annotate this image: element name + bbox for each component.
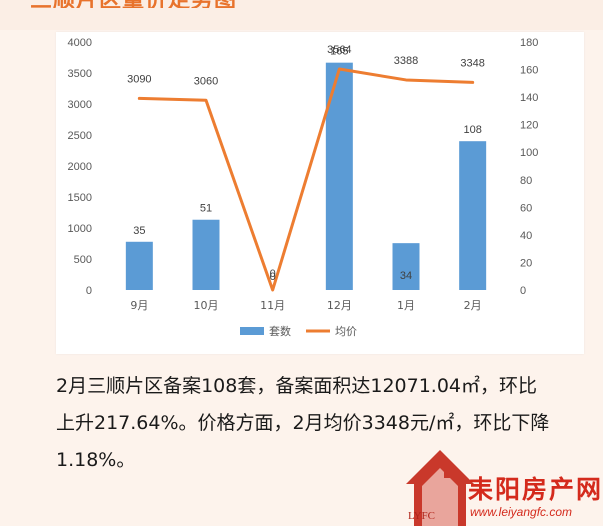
line-data-label: 0 bbox=[270, 268, 276, 280]
right-axis-tick-label: 140 bbox=[520, 92, 538, 104]
left-axis-tick-label: 3000 bbox=[68, 99, 92, 111]
x-axis-category-label: 2月 bbox=[464, 299, 482, 312]
summary-line-1: 2月三顺片区备案108套，备案面积达12071.04㎡，环比 bbox=[56, 375, 538, 397]
summary-text: 2月三顺片区备案108套，备案面积达12071.04㎡，环比 上升217.64%… bbox=[56, 368, 576, 479]
x-axis-category-label: 9月 bbox=[130, 299, 148, 312]
logo-site-url: www.leiyangfc.com bbox=[470, 505, 573, 519]
right-axis-tick-label: 60 bbox=[520, 202, 532, 214]
right-axis-tick-label: 120 bbox=[520, 120, 538, 132]
bar-data-label: 108 bbox=[463, 124, 481, 136]
logo-site-name: 耒阳房产网 bbox=[468, 475, 603, 504]
bar-data-label: 35 bbox=[133, 225, 145, 237]
summary-line-2: 上升217.64%。价格方面，2月均价3348元/㎡，环比下降 bbox=[56, 412, 550, 434]
right-axis-tick-label: 40 bbox=[520, 230, 532, 242]
left-axis-tick-label: 2500 bbox=[68, 130, 92, 142]
summary-line-3: 1.18%。 bbox=[56, 449, 136, 471]
right-axis-tick-label: 100 bbox=[520, 147, 538, 159]
legend-swatch-bars bbox=[240, 327, 264, 335]
right-axis-tick-label: 80 bbox=[520, 175, 532, 187]
x-axis-category-label: 12月 bbox=[327, 299, 352, 312]
line-data-label: 3564 bbox=[327, 44, 351, 56]
x-axis-category-label: 10月 bbox=[194, 299, 219, 312]
chart-panel: 0 500 1000 1500 2000 2500 3000 3500 4000 0 20 40 60… bbox=[56, 32, 584, 354]
line-data-label: 3060 bbox=[194, 75, 218, 87]
page-title: 三顺片区量价走势图 bbox=[30, 0, 290, 8]
bar-data-label: 165 bbox=[330, 46, 348, 58]
x-axis-category-label: 1月 bbox=[397, 299, 415, 312]
right-axis-tick-label: 20 bbox=[520, 257, 532, 269]
legend-label-bars: 套数 bbox=[269, 325, 291, 338]
price-line bbox=[137, 67, 475, 292]
left-axis-tick-label: 2000 bbox=[68, 161, 92, 173]
house-logo-icon bbox=[406, 450, 474, 526]
left-axis-tick-label: 0 bbox=[86, 285, 92, 297]
bar-data-label: 0 bbox=[270, 271, 276, 283]
bar-data-label: 34 bbox=[400, 270, 412, 282]
left-axis-tick-label: 3500 bbox=[68, 68, 92, 80]
bar-data-label: 51 bbox=[200, 203, 212, 215]
bar-1月 bbox=[392, 243, 420, 290]
site-logo: LYFC 耒阳房产网 www.leiyangfc.com bbox=[400, 444, 603, 526]
header-strip: 三顺片区量价走势图 bbox=[0, 0, 603, 30]
left-axis-tick-label: 1000 bbox=[68, 223, 92, 235]
line-data-label: 3090 bbox=[127, 73, 151, 85]
left-axis-tick-label: 4000 bbox=[68, 37, 92, 49]
line-data-label: 3388 bbox=[394, 55, 418, 67]
logo-mark-text: LYFC bbox=[408, 510, 436, 522]
right-axis-tick-label: 0 bbox=[520, 285, 526, 297]
legend-label-line: 均价 bbox=[335, 325, 357, 338]
bar-10月 bbox=[192, 219, 220, 290]
left-axis-tick-label: 500 bbox=[74, 254, 92, 266]
bar-2月 bbox=[459, 141, 487, 290]
x-axis-category-label: 11月 bbox=[260, 299, 285, 312]
right-axis-tick-label: 160 bbox=[520, 65, 538, 77]
line-data-label: 3348 bbox=[460, 57, 484, 69]
left-axis-tick-label: 1500 bbox=[68, 192, 92, 204]
bar-9月 bbox=[125, 241, 153, 290]
right-axis-tick-label: 180 bbox=[520, 37, 538, 49]
